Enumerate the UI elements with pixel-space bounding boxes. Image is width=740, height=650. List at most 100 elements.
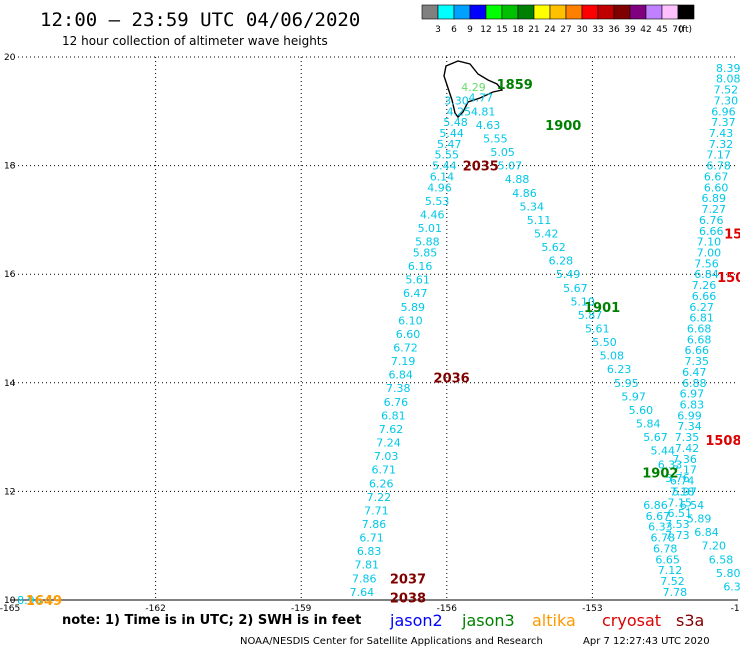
swh-value-label: 6.89: [701, 192, 726, 205]
swh-value-label: 6.23: [607, 363, 632, 376]
swh-value-label: 6.16: [408, 260, 433, 273]
swh-value-label: 6.27: [689, 301, 714, 314]
grid-lines: [10, 56, 738, 601]
swh-value-label: 6.32: [723, 580, 740, 593]
color-scale-label: 6: [451, 25, 457, 35]
swh-value-label: 5.55: [483, 132, 508, 145]
swh-value-label: 8.39: [716, 62, 740, 75]
y-tick-label: 20: [4, 53, 16, 63]
swh-value-label: 6.84: [694, 268, 719, 281]
swh-value-label: 5.34: [519, 200, 544, 213]
swh-value-label: 7.42: [675, 442, 700, 455]
swh-value-label: 5.97: [672, 485, 697, 498]
x-tick-label: -162: [145, 604, 165, 614]
swh-value-label: 6.26: [369, 477, 394, 490]
swh-value-label: 4.88: [505, 173, 530, 186]
color-scale-swatch: [533, 4, 551, 20]
swh-value-label: 6.76: [699, 214, 724, 227]
color-scale-label: 3: [435, 25, 441, 35]
swh-value-label: 7.64: [350, 586, 375, 599]
swh-value-label: 5.10: [570, 295, 595, 308]
pass-time-label: 15: [724, 227, 740, 242]
swh-value-label: 6.60: [396, 328, 421, 341]
color-scale-label: 33: [592, 25, 603, 35]
swh-value-label: 4.77: [469, 92, 494, 105]
swh-value-label: 5.50: [592, 336, 617, 349]
swh-value-label: 5.11: [527, 214, 552, 227]
swh-value-label: 6.78: [653, 542, 678, 555]
swh-value-label: 7.86: [352, 572, 377, 585]
swh-value-label: 5.67: [563, 282, 588, 295]
color-scale-swatch: [501, 4, 519, 20]
swh-value-label: 5.80: [716, 567, 740, 580]
swh-value-label: 5.61: [405, 274, 430, 287]
swh-value-label: 5.85: [413, 246, 438, 259]
swh-value-label: 5.88: [415, 236, 440, 249]
swh-value-label: 7.10: [697, 236, 722, 249]
swh-value-label: 6.68: [687, 333, 712, 346]
swh-value-label: 7.37: [711, 116, 736, 129]
hawaii-coastline: [443, 60, 504, 119]
color-scale-legend: 3 6 9 12 15 18 21 24 27 30 33 36 39 42 45 70(ft): [421, 4, 695, 35]
swh-value-label: 4.25: [447, 105, 472, 118]
color-scale-label: 30: [576, 25, 588, 35]
swh-value-label: 7.30: [714, 94, 739, 107]
legend-entry-cryosat: cryosat: [602, 611, 661, 630]
swh-value-label: 6.78: [706, 160, 731, 173]
pass-time-label: 2037: [390, 572, 426, 587]
swh-value-label: 6.66: [692, 290, 717, 303]
swh-value-label: 6.51: [668, 507, 693, 520]
swh-value-label: 7.36: [672, 453, 697, 466]
swh-value-label: 6.47: [403, 287, 428, 300]
legend-entry-altika: altika: [532, 611, 576, 630]
swh-value-label: 6.78: [651, 532, 676, 545]
swh-value-label: 7.17: [706, 149, 731, 162]
swh-value-label: 7.73: [665, 529, 690, 542]
swh-value-label: 6.10: [398, 314, 423, 327]
swh-value-label: 7.20: [701, 540, 726, 553]
swh-value-label: 3.30: [444, 94, 469, 107]
footer-note: note: 1) Time is in UTC; 2) SWH is in fe…: [62, 613, 361, 628]
color-scale-swatch: [597, 4, 615, 20]
footer-timestamp: Apr 7 12:27:43 UTC 2020: [583, 636, 710, 647]
x-tick-label: -15: [731, 604, 740, 614]
swh-value-label: 6.72: [393, 342, 418, 355]
swh-value-label: 5.01: [418, 222, 443, 235]
x-tick-label: -153: [582, 604, 602, 614]
color-scale-swatch: [661, 4, 679, 20]
swh-value-label: 7.03: [374, 450, 399, 463]
swh-value-label: 6.97: [680, 388, 705, 401]
swh-value-label: 6.67: [646, 510, 671, 523]
pass-time-label: 1649: [26, 594, 62, 609]
swh-value-label: 5.84: [636, 418, 661, 431]
swh-value-label: 6.81: [689, 312, 714, 325]
swh-value-label: 6.76: [384, 396, 409, 409]
swh-value-label: 7.35: [684, 355, 709, 368]
x-tick-label: -159: [291, 604, 312, 614]
color-scale-label: 18: [512, 25, 524, 35]
swh-value-label: 7.62: [379, 423, 404, 436]
swh-value-label: 7.18: [670, 485, 695, 498]
swh-value-label: 6.96: [711, 105, 736, 118]
y-tick-label: 14: [4, 379, 16, 389]
swh-value-label: 7.52: [660, 575, 685, 588]
swh-value-label: 5.44: [432, 160, 457, 173]
swh-value-label: 4.81: [471, 105, 496, 118]
legend-entry-s3a: s3a: [676, 611, 704, 630]
swh-value-label: 5.53: [425, 195, 450, 208]
swh-value-label: 7.00: [697, 246, 722, 259]
swh-value-label: 5.97: [621, 390, 646, 403]
color-scale-swatch: [549, 4, 567, 20]
swh-value-label: 7.19: [391, 355, 416, 368]
swh-value-label: 8.96: [17, 594, 42, 607]
swh-value-label: 7.78: [663, 586, 688, 599]
swh-value-label: 6.58: [709, 553, 734, 566]
swh-value-label: 6.84: [388, 369, 413, 382]
swh-value-label: 6.65: [655, 553, 680, 566]
pass-time-label: 2035: [463, 160, 499, 175]
color-scale-swatch: [453, 4, 471, 20]
swh-value-label: 5.89: [401, 301, 426, 314]
swh-value-label: 7.56: [694, 257, 719, 270]
pass-time-label: 1859: [497, 78, 533, 93]
